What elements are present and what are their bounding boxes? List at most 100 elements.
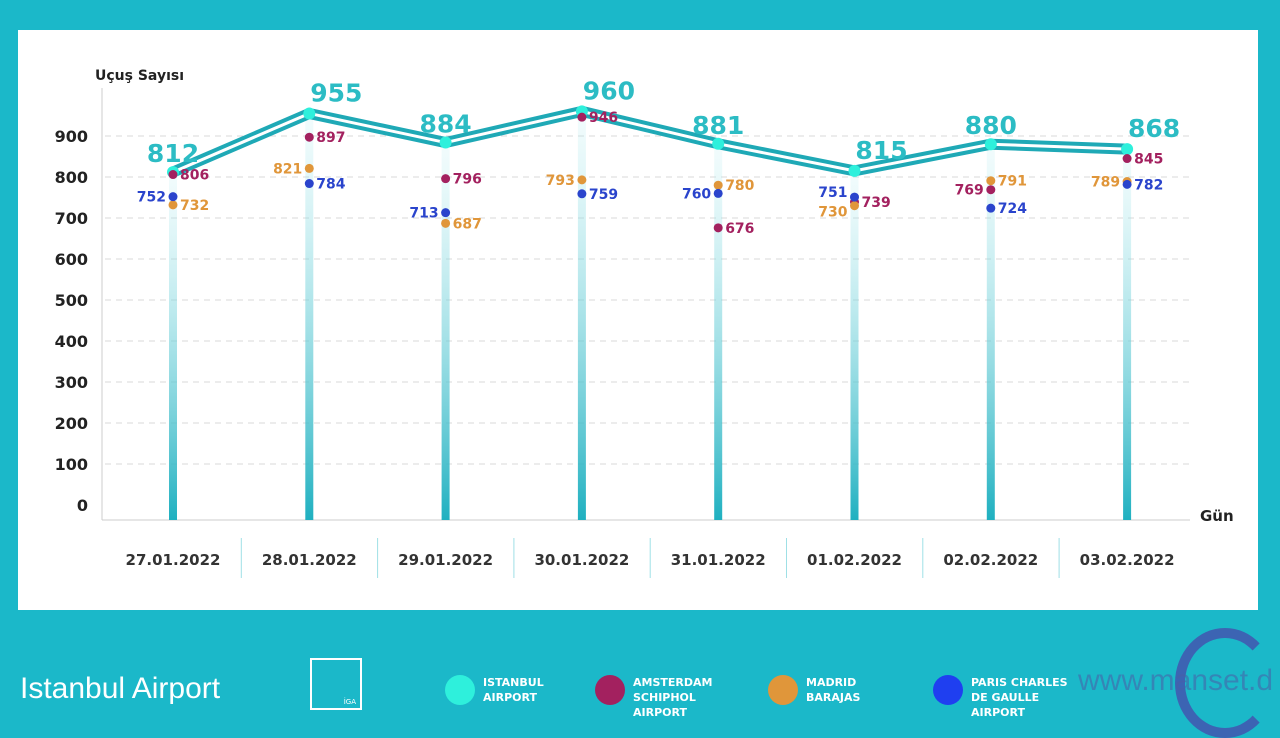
legend-swatch [595,675,625,705]
data-label: 730 [818,205,847,221]
istanbul-data-label: 960 [583,76,635,105]
istanbul-column [169,172,177,520]
data-point [304,179,314,189]
data-label: 724 [998,201,1027,217]
chart: 0 100 200 300 400 500 600 700 800 900 Uçuş Sayısı G… [55,68,1234,578]
x-axis-title: Gün [1200,507,1234,525]
legend-madrid: MADRID BARAJAS [768,675,906,705]
istanbul-data-label: 812 [147,139,199,168]
y-tick-label: 100 [55,455,88,474]
data-label: 789 [1091,175,1120,191]
data-label: 782 [1134,177,1163,193]
y-tick-label: 700 [55,209,88,228]
data-point [986,185,996,195]
istanbul-data-label: 884 [420,110,472,139]
data-point [304,132,314,142]
legend-istanbul: ISTANBUL AIRPORT [445,675,583,705]
data-label: 946 [589,110,618,126]
data-label: 732 [180,198,209,214]
x-tick-label: 29.01.2022 [398,551,493,569]
data-label: 687 [453,216,482,232]
legend-swatch [445,675,475,705]
data-point [168,192,178,202]
data-point [577,112,587,122]
data-label: 759 [589,187,618,203]
legend-label: PARIS CHARLES DE GAULLE AIRPORT [971,676,1068,719]
y-axis-title: Uçuş Sayısı [95,68,184,84]
data-point [441,208,451,218]
istanbul-point [303,107,316,120]
legend-swatch [933,675,963,705]
data-label: 780 [725,178,754,194]
legend-label: ISTANBUL AIRPORT [483,676,544,704]
istanbul-data-label: 815 [855,136,907,165]
istanbul-point [984,138,997,151]
data-point [850,192,859,202]
x-tick-label: 28.01.2022 [262,551,357,569]
x-tick-label: 30.01.2022 [534,551,629,569]
y-tick-label: 400 [55,332,88,351]
iga-logo-icon: İGA [310,658,362,710]
data-label: 751 [818,185,847,201]
x-tick-label: 02.02.2022 [943,551,1038,569]
istanbul-data-label: 881 [692,111,744,140]
x-tick-label: 27.01.2022 [126,551,221,569]
istanbul-column [1123,149,1132,520]
istanbul-column [986,144,995,520]
y-tick-label: 0 [77,496,88,515]
istanbul-point [439,136,452,149]
istanbul-point [1121,143,1134,156]
data-label: 676 [725,221,754,237]
legend-swatch [768,675,798,705]
data-label: 791 [998,174,1027,190]
y-tick-label: 500 [55,291,88,310]
istanbul-airport-logo: Istanbul Airport [20,672,221,705]
logo-badge: İGA [343,698,356,706]
x-tick-label: 31.01.2022 [671,551,766,569]
data-label: 713 [409,206,438,222]
data-label: 769 [955,183,984,199]
data-point [713,223,723,233]
legend-amsterdam: AMSTERDAM SCHIPHOL AIRPORT [595,675,733,720]
watermark: www.manset.d [1078,664,1274,697]
x-tick-label: 03.02.2022 [1080,551,1175,569]
data-point [168,200,178,210]
legend-label: AMSTERDAM SCHIPHOL AIRPORT [633,676,713,719]
data-point [441,174,451,184]
data-label: 897 [316,130,345,146]
istanbul-data-label: 868 [1128,114,1180,143]
y-tick-label: 300 [55,373,88,392]
data-point [986,203,996,213]
y-tick-label: 600 [55,250,88,269]
data-point [850,201,859,211]
data-label: 806 [180,168,209,184]
data-point [441,218,451,228]
data-point [713,188,723,198]
x-tick-label: 01.02.2022 [807,551,902,569]
data-label: 784 [316,177,345,193]
data-label: 752 [137,190,166,206]
data-label: 821 [273,161,302,177]
data-point [168,170,178,180]
data-label: 760 [682,186,711,202]
istanbul-line [172,109,1128,174]
istanbul-column [850,170,859,520]
data-point [304,163,314,173]
y-tick-label: 200 [55,414,88,433]
y-tick-label: 900 [55,127,88,146]
istanbul-data-label: 880 [965,111,1017,140]
istanbul-point [712,137,725,150]
y-tick-label: 800 [55,168,88,187]
data-label: 796 [453,172,482,188]
istanbul-column [441,142,450,520]
data-point [986,176,996,186]
istanbul-point [848,164,861,177]
istanbul-column [714,143,723,520]
data-label: 739 [862,195,891,211]
data-label: 793 [546,173,575,189]
istanbul-data-label: 955 [310,78,362,107]
chart-panel: 0 100 200 300 400 500 600 700 800 900 Uçuş Sayısı G… [18,30,1258,610]
data-point [1122,154,1132,164]
legend-paris: PARIS CHARLES DE GAULLE AIRPORT [933,675,1071,720]
data-point [577,175,587,185]
